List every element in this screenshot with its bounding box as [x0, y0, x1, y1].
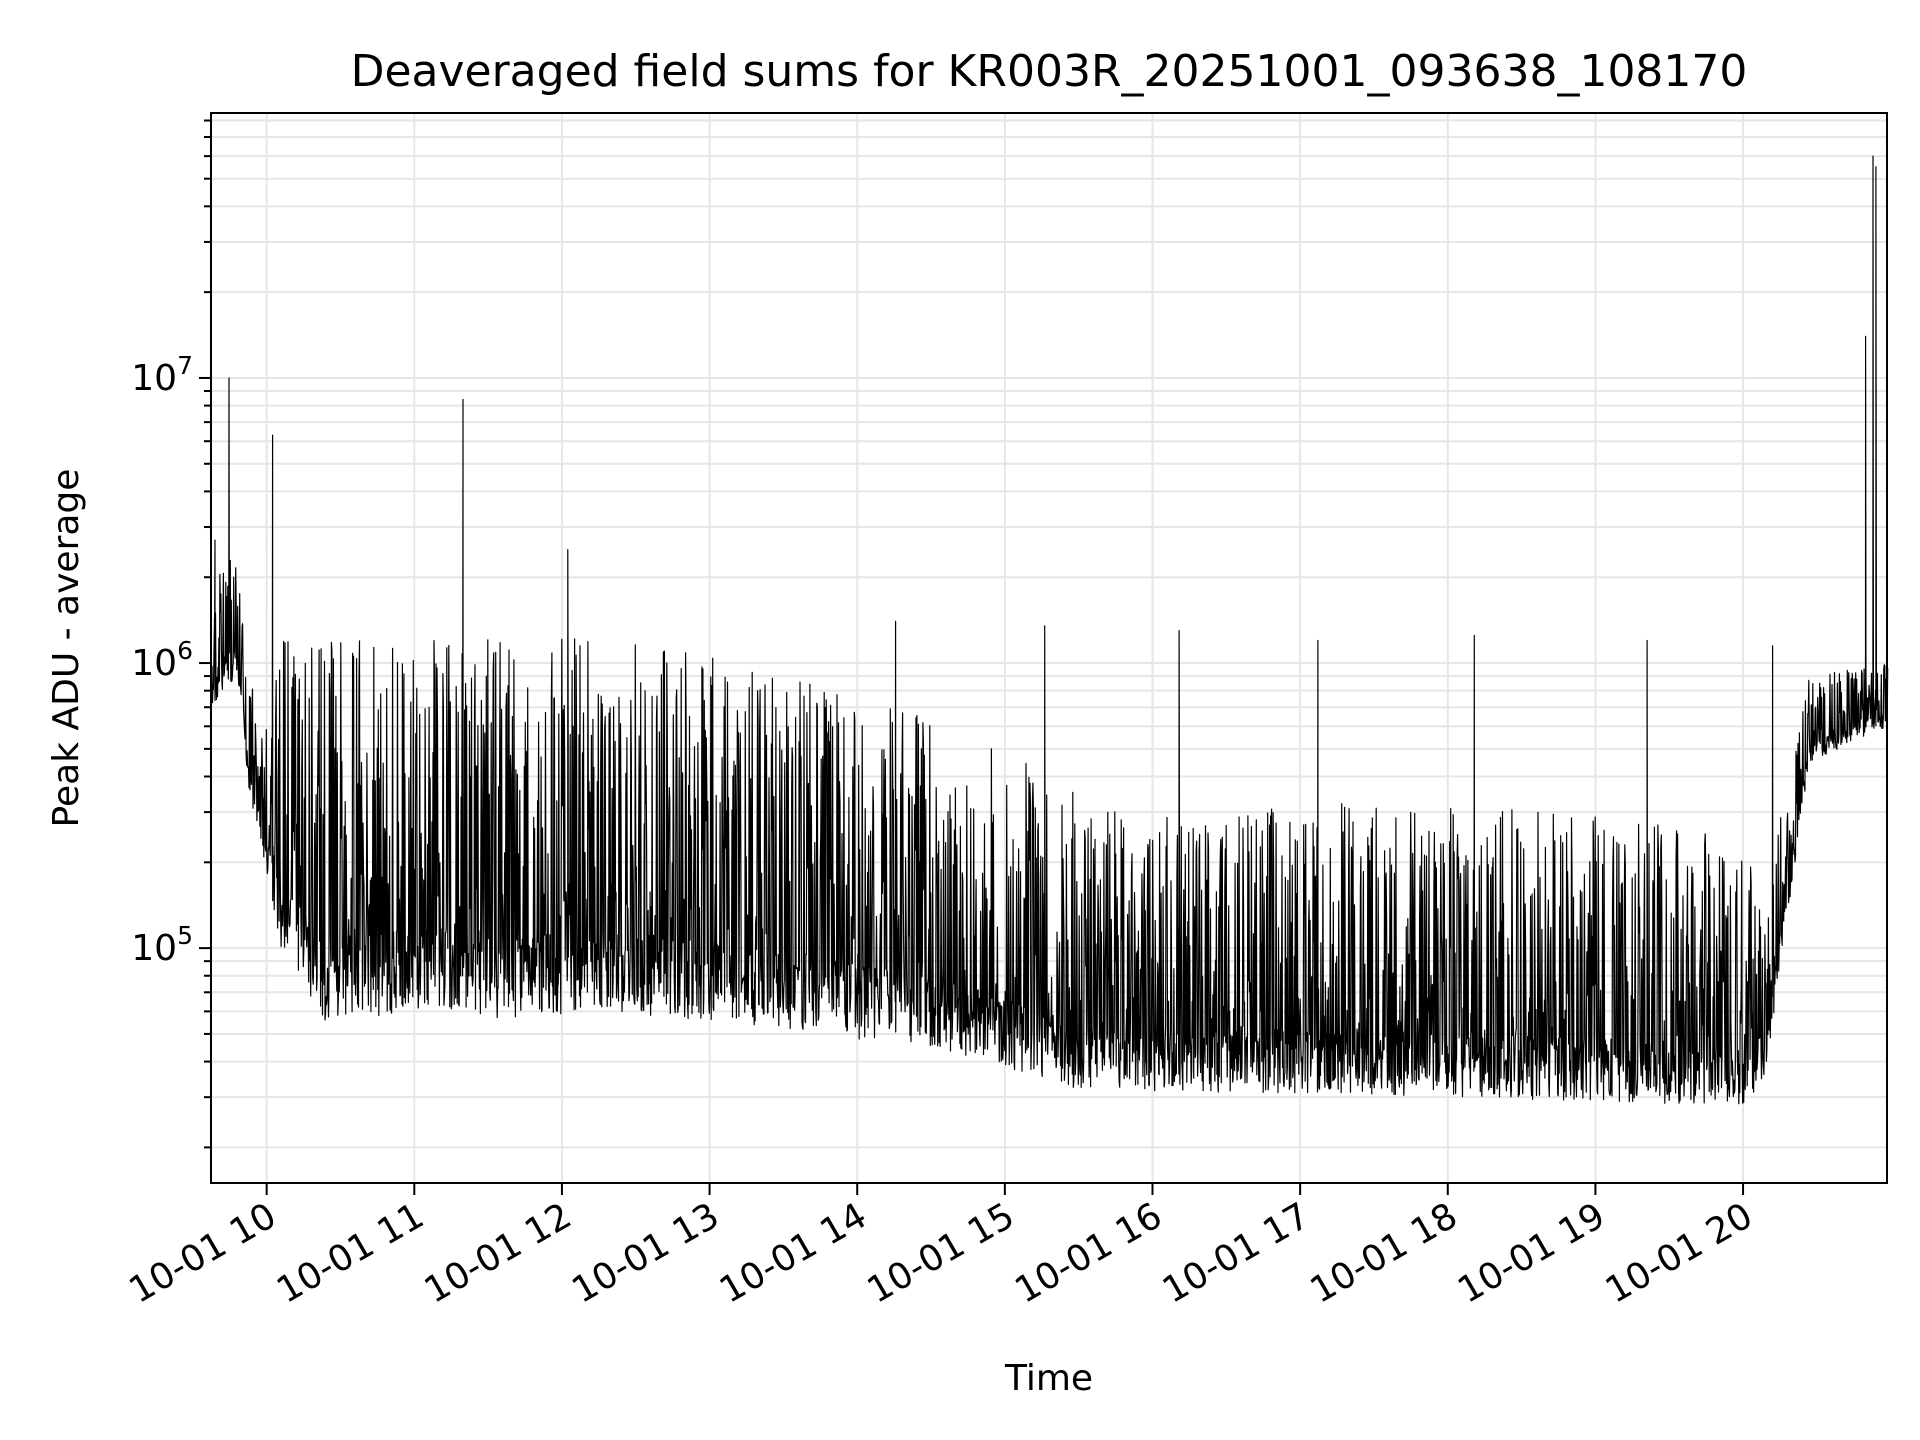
data-series	[210, 155, 1889, 1105]
grid	[211, 113, 1887, 1183]
x-axis-label: Time	[1004, 1358, 1093, 1399]
axes-frame	[210, 112, 1888, 1184]
y-tick-label: 105	[131, 921, 193, 969]
y-axis-label: Peak ADU - average	[46, 469, 87, 828]
series-line	[210, 155, 1889, 1105]
y-axis: 105 106 107	[131, 119, 211, 1149]
chart-title: Deaveraged field sums for KR003R_2025100…	[351, 46, 1748, 97]
y-tick-label: 106	[131, 636, 193, 684]
y-tick-label: 107	[131, 351, 193, 399]
